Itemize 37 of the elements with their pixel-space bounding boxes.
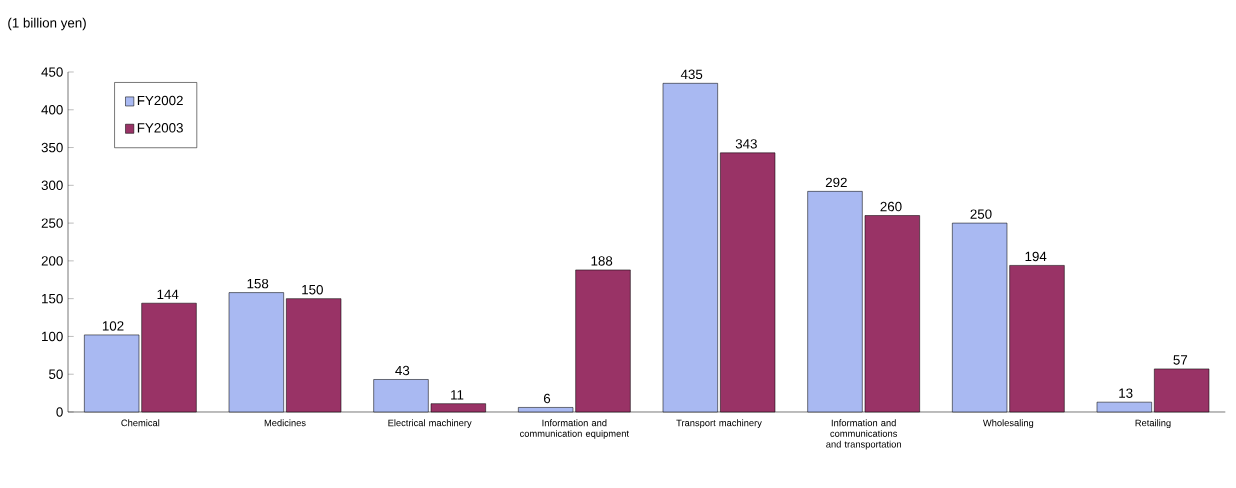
x-tick-label: Chemical xyxy=(121,419,160,427)
data-label: 292 xyxy=(825,177,847,188)
y-tick-label: 250 xyxy=(41,218,63,228)
y-tick-label: 200 xyxy=(41,256,63,266)
data-label: 250 xyxy=(970,209,992,219)
legend-label: FY2003 xyxy=(137,123,183,133)
data-label: 102 xyxy=(102,321,124,331)
x-tick-label: Transport machinery xyxy=(676,419,762,429)
y-tick-label: 0 xyxy=(56,407,63,417)
data-label: 435 xyxy=(680,69,703,80)
data-label: 11 xyxy=(451,390,464,400)
x-tick-label: Information and communications and transportation xyxy=(826,419,901,450)
x-tick-label: Retailing xyxy=(1135,419,1171,429)
x-tick-label: Information and communication equipment xyxy=(520,419,629,439)
data-label: 188 xyxy=(591,256,613,266)
data-label: 144 xyxy=(157,289,179,299)
y-tick-label: 300 xyxy=(41,180,63,191)
data-label: 6 xyxy=(543,393,551,404)
data-label: 158 xyxy=(247,278,269,289)
data-label: 57 xyxy=(1173,355,1188,365)
x-tick-label: Medicines xyxy=(264,419,306,427)
data-label: 150 xyxy=(302,284,323,295)
y-tick-label: 150 xyxy=(42,293,63,304)
data-label: 260 xyxy=(880,201,902,212)
x-tick-label: Electrical machinery xyxy=(388,419,472,429)
data-label: 194 xyxy=(1025,251,1047,262)
y-tick-label: 450 xyxy=(41,67,63,77)
y-tick-label: 350 xyxy=(41,142,63,153)
data-label: 13 xyxy=(1119,388,1133,398)
y-tick-label: 400 xyxy=(41,105,63,115)
data-label: 43 xyxy=(395,365,410,376)
y-tick-label: 100 xyxy=(42,331,63,342)
y-tick-label: 50 xyxy=(49,369,63,379)
x-tick-label: Wholesaling xyxy=(982,419,1034,429)
y-axis-title: (1 billion yen) xyxy=(8,17,86,31)
legend-label: FY2002 xyxy=(137,95,183,106)
data-label: 343 xyxy=(735,139,757,149)
